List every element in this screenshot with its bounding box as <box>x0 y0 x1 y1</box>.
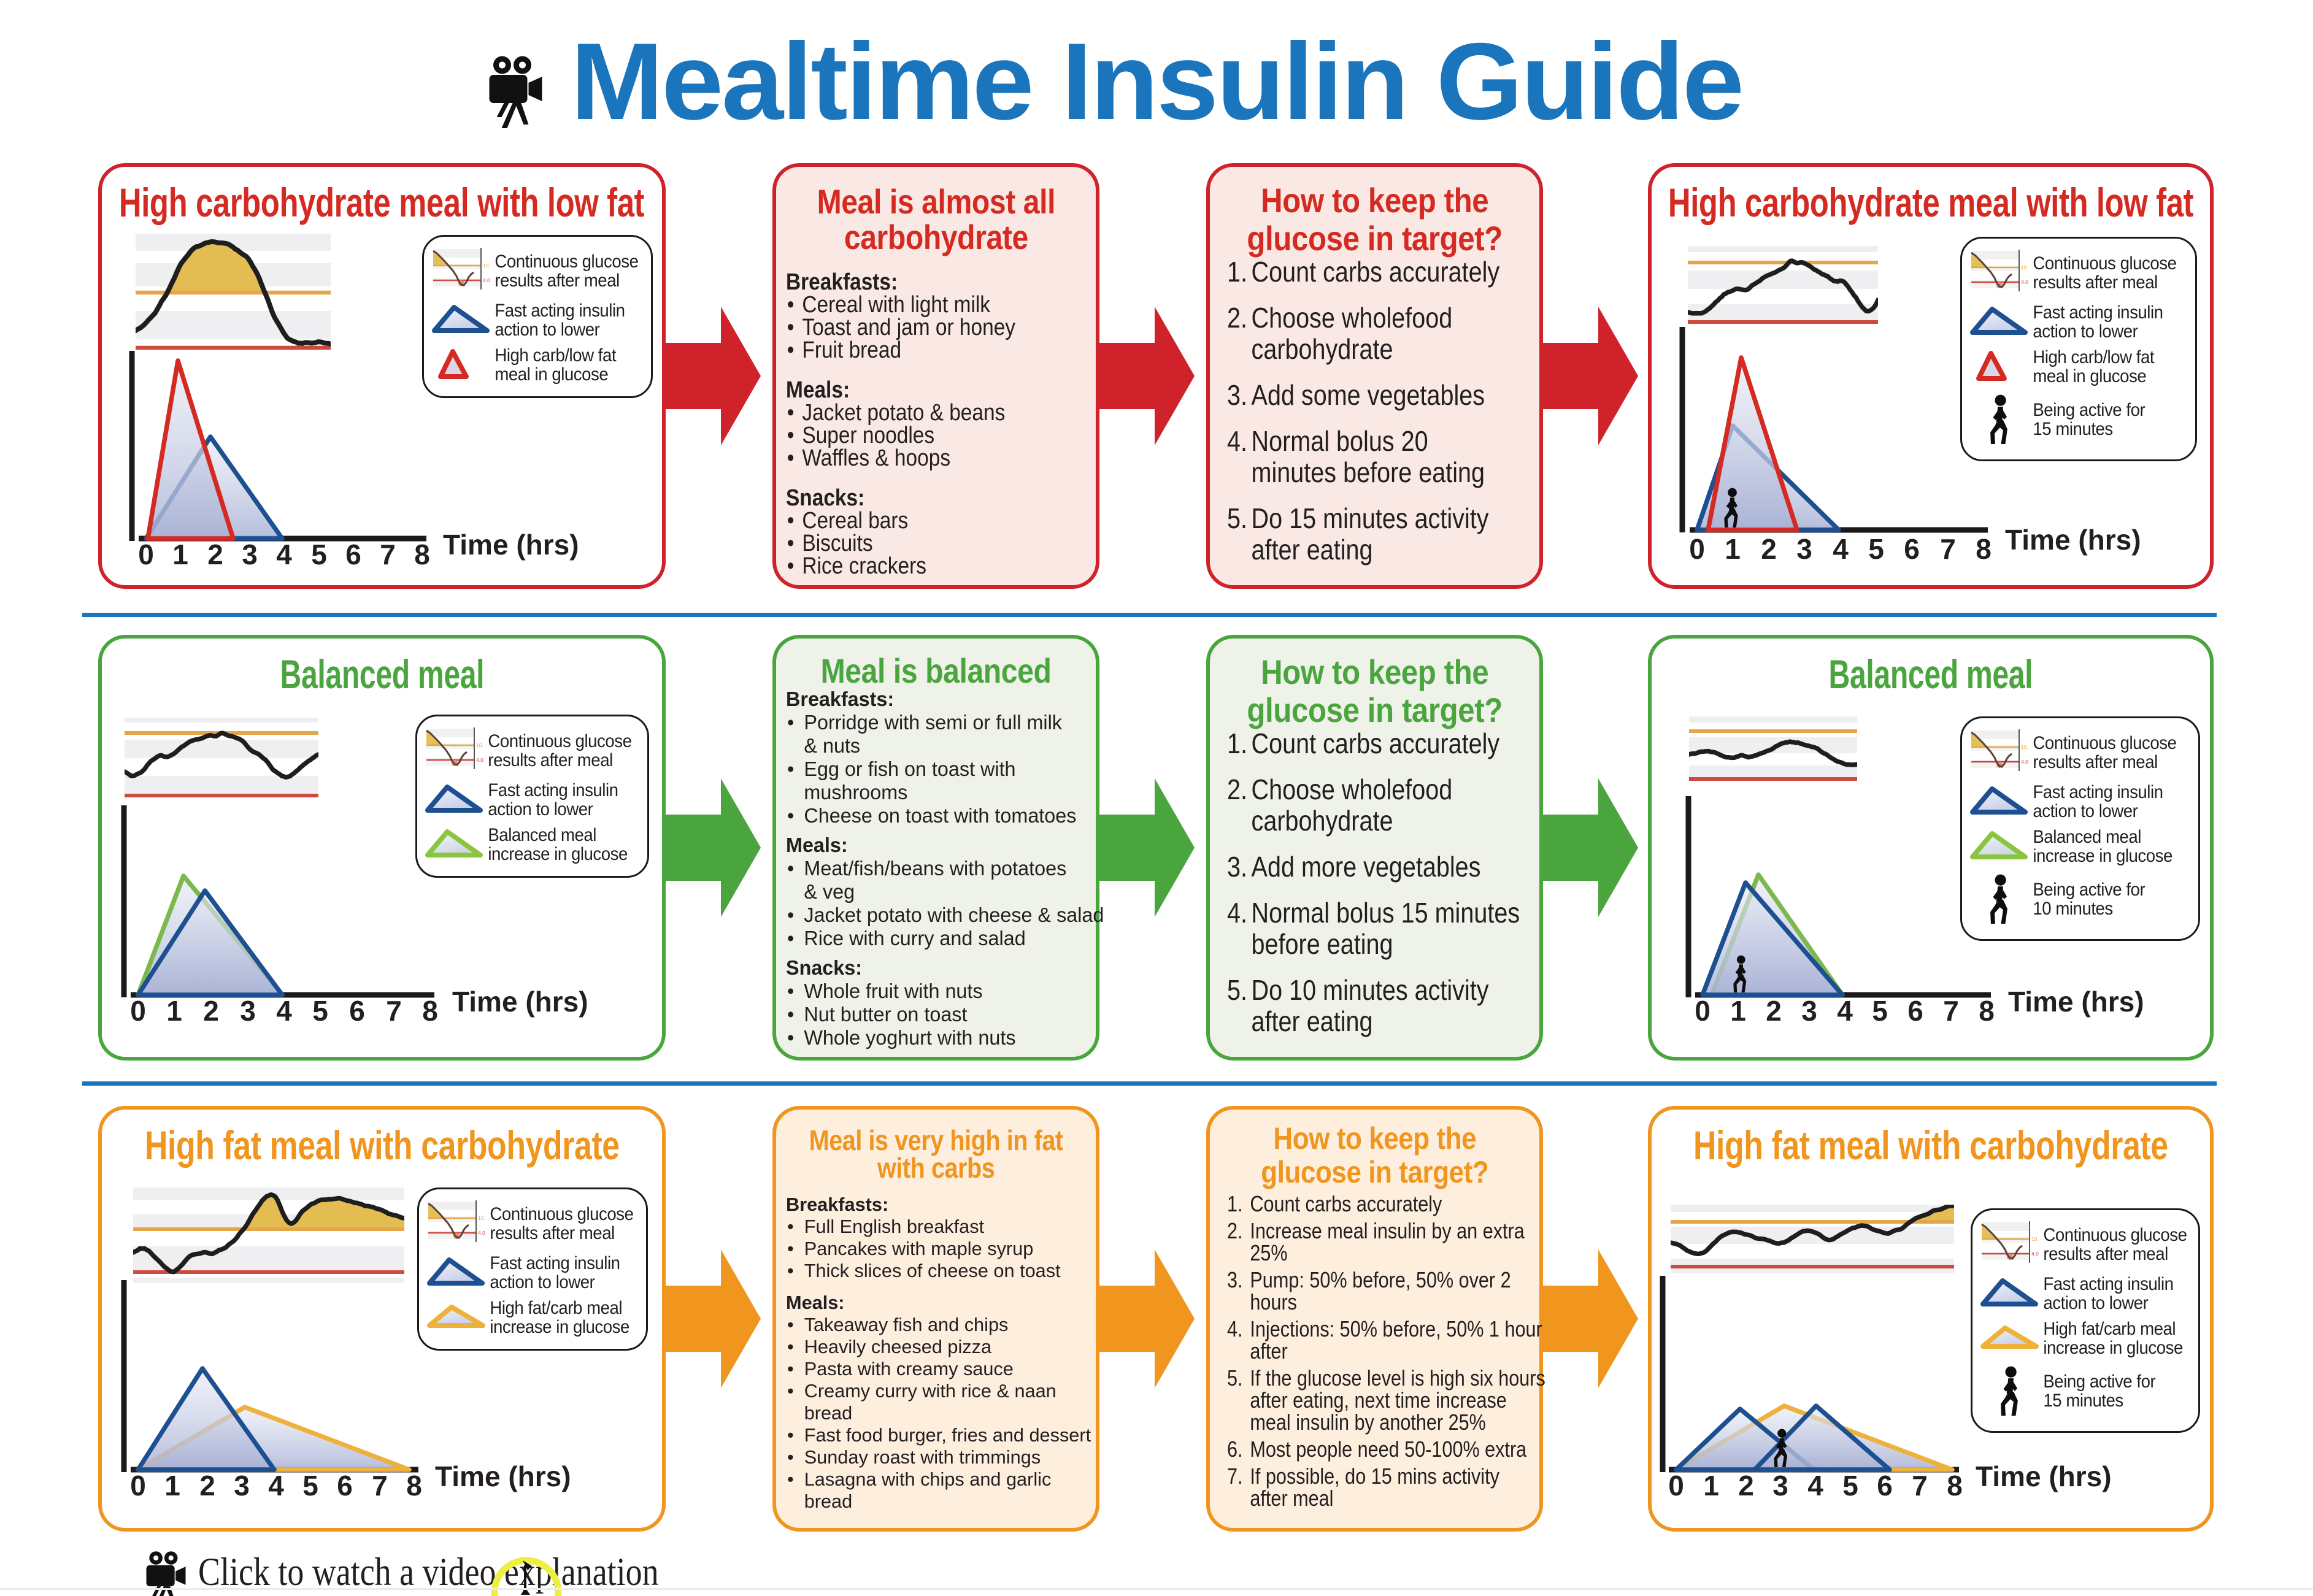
svg-text:5: 5 <box>1872 995 1888 1027</box>
svg-text:10.0: 10.0 <box>478 1215 485 1221</box>
svg-text:4.0: 4.0 <box>2031 1251 2039 1257</box>
svg-text:5: 5 <box>1868 533 1884 565</box>
svg-text:3: 3 <box>242 539 258 570</box>
svg-text:0: 0 <box>130 1470 146 1502</box>
svg-text:6: 6 <box>1907 995 1923 1027</box>
svg-text:0: 0 <box>138 539 154 570</box>
svg-text:8: 8 <box>1979 995 1995 1027</box>
svg-text:4.0: 4.0 <box>478 1230 485 1236</box>
svg-text:0: 0 <box>1668 1470 1684 1502</box>
svg-text:Time (hrs): Time (hrs) <box>443 529 579 561</box>
svg-text:Time (hrs): Time (hrs) <box>1976 1460 2112 1492</box>
svg-text:5: 5 <box>312 995 328 1027</box>
svg-text:4.0: 4.0 <box>2021 279 2028 285</box>
svg-text:2: 2 <box>1761 533 1777 565</box>
svg-text:7: 7 <box>380 539 396 570</box>
svg-text:3: 3 <box>234 1470 250 1502</box>
svg-text:1: 1 <box>164 1470 180 1502</box>
svg-text:Time (hrs): Time (hrs) <box>452 986 588 1018</box>
svg-text:4: 4 <box>268 1470 284 1502</box>
svg-text:5: 5 <box>302 1470 318 1502</box>
svg-text:10.0: 10.0 <box>476 742 483 748</box>
svg-text:10.0: 10.0 <box>483 263 490 269</box>
svg-text:7: 7 <box>386 995 402 1027</box>
svg-text:8: 8 <box>414 539 430 570</box>
svg-text:6: 6 <box>337 1470 353 1502</box>
svg-text:4.0: 4.0 <box>476 757 483 763</box>
svg-text:4.0: 4.0 <box>483 277 490 283</box>
svg-text:8: 8 <box>422 995 438 1027</box>
svg-text:4: 4 <box>276 539 292 570</box>
svg-text:1: 1 <box>1730 995 1746 1027</box>
svg-text:1: 1 <box>166 995 182 1027</box>
svg-text:0: 0 <box>1695 995 1711 1027</box>
svg-text:3: 3 <box>1772 1470 1788 1502</box>
svg-text:10.0: 10.0 <box>2021 744 2028 750</box>
svg-text:Time (hrs): Time (hrs) <box>435 1460 571 1492</box>
svg-text:5: 5 <box>311 539 327 570</box>
svg-text:6: 6 <box>345 539 361 570</box>
svg-text:0: 0 <box>130 995 146 1027</box>
svg-text:10.0: 10.0 <box>2031 1236 2039 1242</box>
svg-text:Time (hrs): Time (hrs) <box>2008 986 2144 1018</box>
svg-text:4: 4 <box>1833 533 1849 565</box>
svg-text:7: 7 <box>372 1470 388 1502</box>
svg-text:6: 6 <box>1904 533 1920 565</box>
svg-text:8: 8 <box>406 1470 422 1502</box>
svg-text:6: 6 <box>1877 1470 1893 1502</box>
svg-text:6: 6 <box>349 995 365 1027</box>
svg-text:3: 3 <box>1801 995 1817 1027</box>
svg-text:10.0: 10.0 <box>2021 264 2028 270</box>
svg-text:2: 2 <box>199 1470 215 1502</box>
svg-text:8: 8 <box>1947 1470 1963 1502</box>
svg-text:Time (hrs): Time (hrs) <box>2005 524 2141 556</box>
svg-text:2: 2 <box>207 539 223 570</box>
svg-text:0: 0 <box>1689 533 1705 565</box>
svg-text:4: 4 <box>1837 995 1853 1027</box>
svg-text:2: 2 <box>1738 1470 1754 1502</box>
svg-text:4: 4 <box>1807 1470 1823 1502</box>
svg-text:5: 5 <box>1842 1470 1858 1502</box>
svg-text:7: 7 <box>1912 1470 1928 1502</box>
svg-text:7: 7 <box>1943 995 1959 1027</box>
svg-text:2: 2 <box>203 995 219 1027</box>
svg-text:3: 3 <box>1796 533 1812 565</box>
svg-text:4: 4 <box>276 995 292 1027</box>
svg-text:2: 2 <box>1766 995 1782 1027</box>
svg-text:3: 3 <box>240 995 256 1027</box>
svg-text:1: 1 <box>1703 1470 1719 1502</box>
svg-text:7: 7 <box>1940 533 1956 565</box>
svg-text:8: 8 <box>1976 533 1992 565</box>
svg-text:1: 1 <box>1725 533 1741 565</box>
svg-text:1: 1 <box>172 539 188 570</box>
svg-text:4.0: 4.0 <box>2021 759 2028 765</box>
